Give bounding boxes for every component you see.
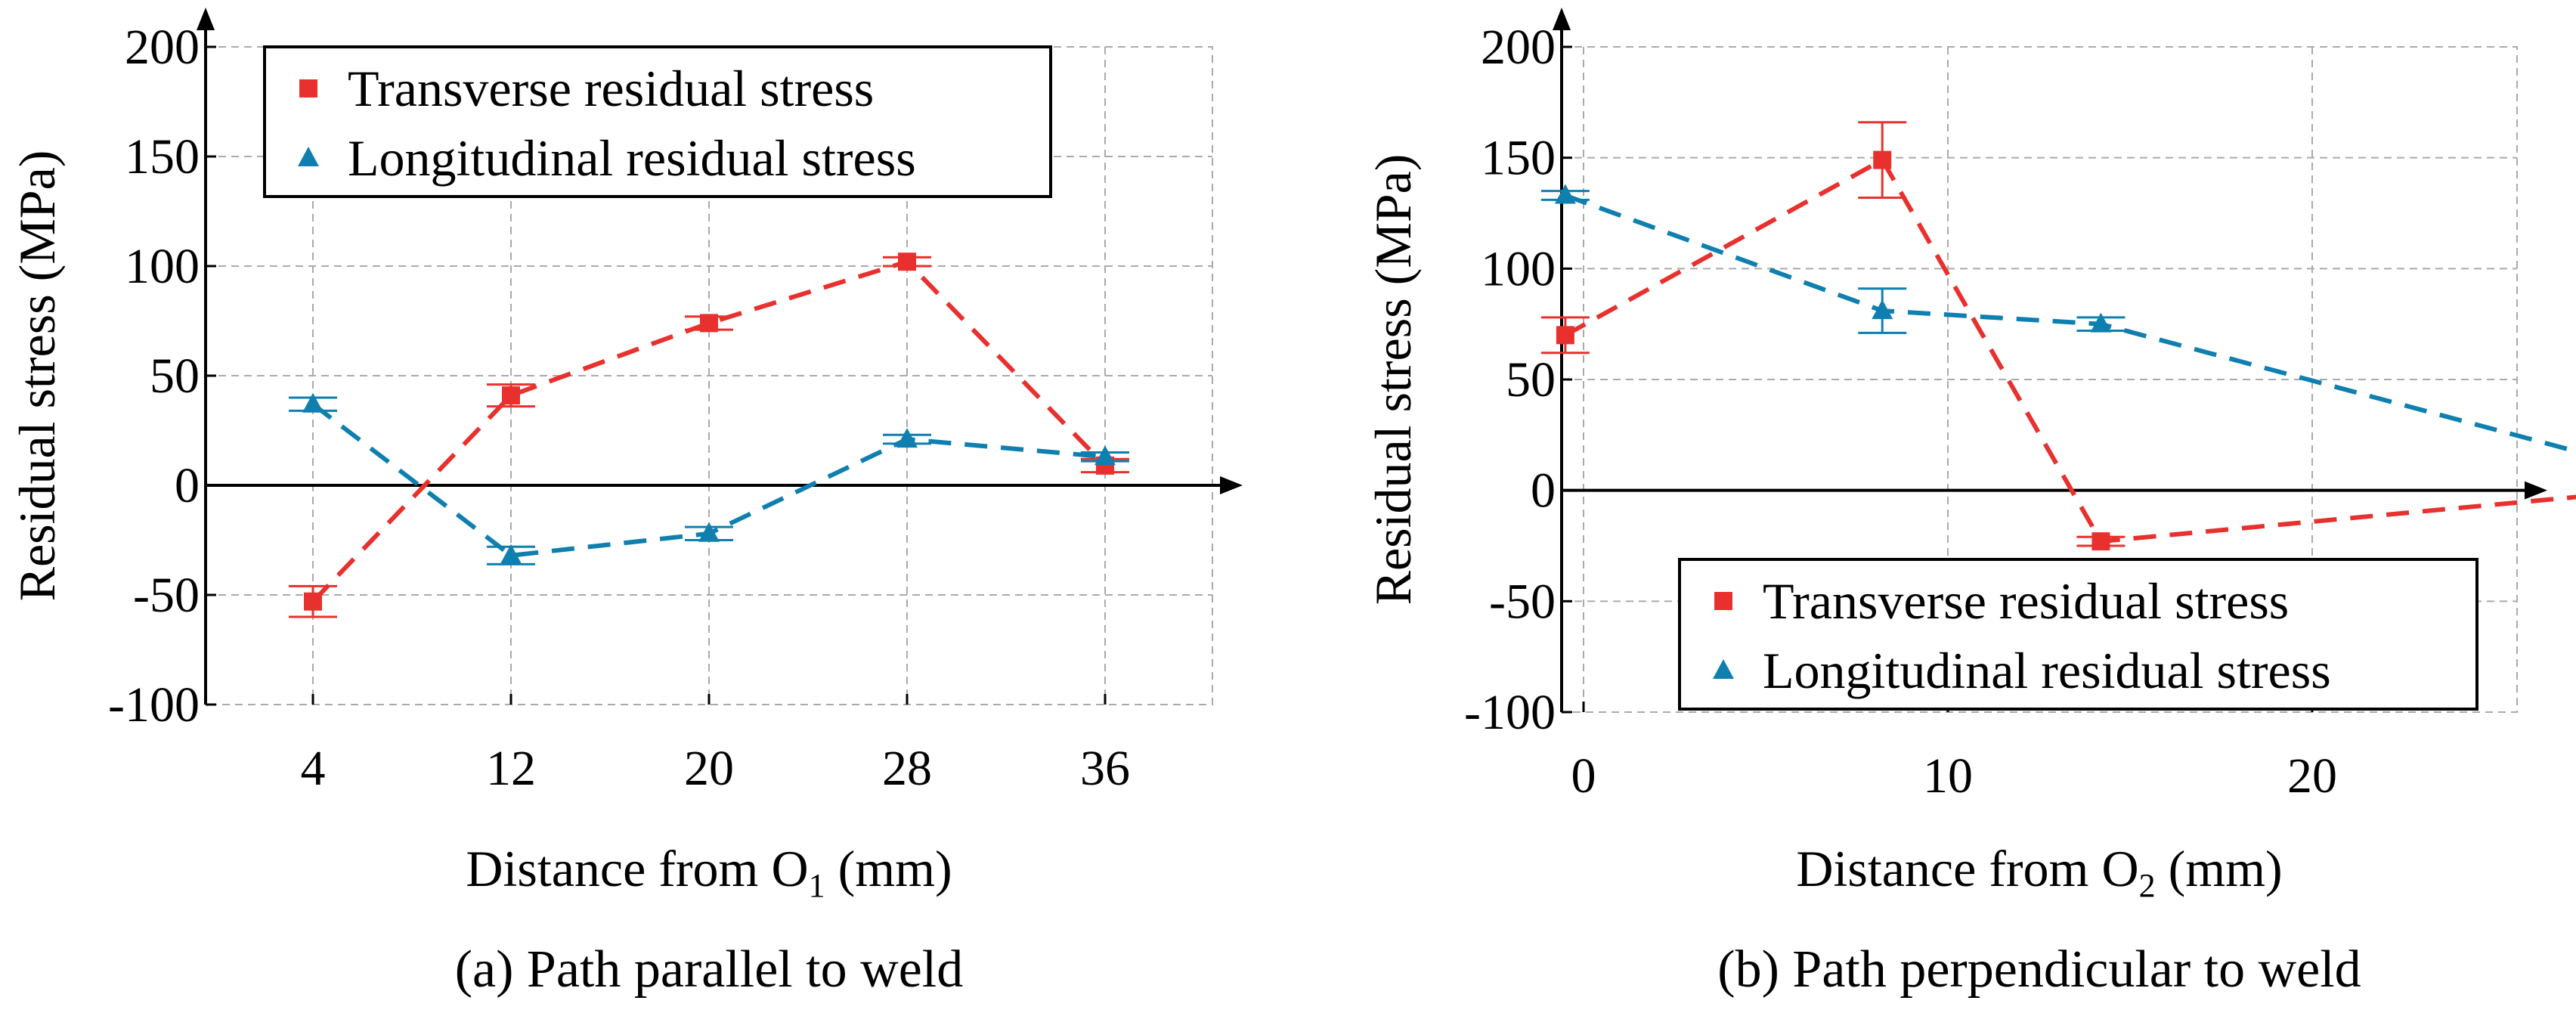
y-tick-label: 200 [125,20,200,75]
x-tick-label: 20 [2287,748,2337,804]
legend-marker [1714,592,1732,610]
data-point [304,592,322,611]
legend: Transverse residual stress Longitudinal r… [263,45,1052,198]
y-tick-label: 100 [125,239,200,294]
y-tick-label: -100 [108,677,200,733]
panel-a: -100 -50 0 50 100 150 200 4 12 20 28 36 Residual str… [8,8,1243,999]
x-tick-label: 28 [882,741,932,796]
data-point [500,544,522,564]
panel-caption: (b) Path perpendicular to weld [1717,940,2361,999]
legend-marker [1713,659,1734,679]
y-axis-label: Residual stress (MPa) [1364,154,1422,606]
data-point [2090,312,2112,333]
x-axis-label-text: Distance from O [1796,840,2138,897]
y-tick-label: 50 [1506,352,1556,407]
data-point [1873,150,1892,169]
x-tick-label: 12 [486,741,536,796]
x-axis-label-text: Distance from O [466,840,808,897]
y-tick-label: -100 [1464,685,1556,740]
x-tick-label: 20 [684,741,734,796]
y-tick-label: 200 [1481,20,1556,75]
y-axis-arrow [197,8,215,30]
x-axis-label-subscript: 1 [809,867,825,904]
x-axis-arrow [1220,476,1243,494]
x-tick-label: 4 [301,741,326,796]
x-axis-label-unit: (mm) [2156,840,2283,897]
legend-box [1678,558,2478,711]
data-point [2091,532,2110,551]
legend: Transverse residual stress Longitudinal r… [1678,558,2478,711]
data-point [700,314,718,333]
x-axis-label: Distance from O2 (mm) [1796,840,2282,904]
legend-marker [298,147,319,166]
series-line [311,259,1107,603]
data-point [896,428,918,448]
x-axis-label-unit: (mm) [825,840,952,897]
data-point [1554,184,1576,204]
x-axis-label: Distance from O1 (mm) [466,840,952,904]
data-point [302,392,324,413]
x-tick-label: 10 [1923,748,1973,804]
y-tick-label: 50 [150,348,200,404]
data-point [1556,326,1574,345]
x-axis-label-subscript: 2 [2139,867,2156,904]
panel-caption: (a) Path parallel to weld [455,940,964,999]
y-tick-label: 150 [125,129,200,184]
data-point [1872,299,1893,320]
y-tick-label: 0 [1531,463,1556,519]
y-tick-label: 150 [1481,131,1556,186]
y-tick-label: -50 [133,568,200,623]
x-tick-label: 36 [1080,741,1130,796]
y-tick-label: -50 [1489,574,1556,629]
data-point [898,252,916,271]
y-tick-label: 100 [1481,241,1556,296]
x-axis-arrow [2525,481,2547,500]
series-line [1564,156,2576,544]
legend-box [263,45,1052,198]
legend-label: Longitudinal residual stress [348,129,916,187]
data-point [698,522,720,542]
legend-label: Transverse residual stress [348,60,874,117]
data-point [502,386,520,405]
legend-marker [299,79,317,98]
y-axis-arrow [1553,8,1571,30]
y-tick-label: 0 [175,458,200,513]
panel-b: -100-5005010015020001020304050Residual s… [1364,8,2576,999]
series-line [1564,193,2576,454]
y-axis-label: Residual stress (MPa) [8,150,66,602]
x-tick-label: 0 [1571,748,1596,804]
legend-label: Longitudinal residual stress [1763,642,2331,699]
data-point [1094,445,1116,466]
legend-label: Transverse residual stress [1763,572,2289,630]
